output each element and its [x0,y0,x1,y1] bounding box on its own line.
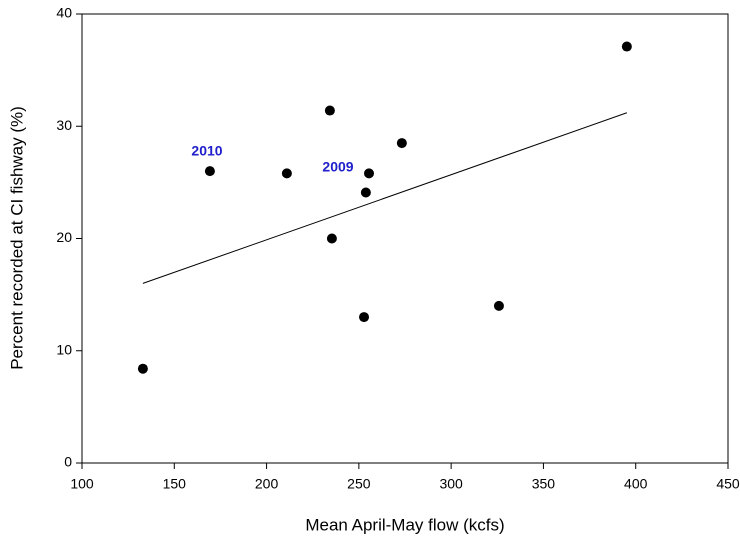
point [621,41,632,52]
x-axis-title: Mean April-May flow (kcfs) [305,515,504,534]
annotation: 2010 [191,143,222,159]
trend-line [142,112,628,284]
x-tick-label: 300 [439,476,463,492]
x-tick-label: 100 [70,476,94,492]
y-axis-title: Percent recorded at CI fishway (%) [7,106,26,370]
y-tick-label: 0 [64,454,72,470]
x-tick-label: 150 [163,476,187,492]
point [326,233,337,244]
y-tick-label: 20 [56,229,72,245]
point [137,363,148,374]
point [493,300,504,311]
x-tick-label: 400 [624,476,648,492]
plot-frame [81,13,729,464]
point [396,138,407,149]
point [281,168,292,179]
x-tick-label: 200 [255,476,279,492]
y-tick-label: 10 [56,341,72,357]
point [204,166,215,177]
y-tick-label: 40 [56,5,72,21]
point [359,312,370,323]
point [324,105,335,116]
x-tick-label: 450 [716,476,740,492]
point [364,168,375,179]
annotation: 2009 [322,159,353,175]
x-tick-label: 350 [532,476,556,492]
x-tick-label: 250 [347,476,371,492]
point [360,187,371,198]
y-tick-label: 30 [56,117,72,133]
